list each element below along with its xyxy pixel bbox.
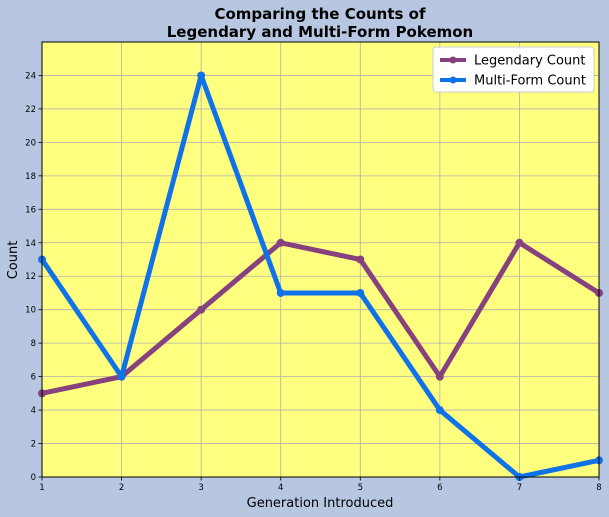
series-layer: [38, 71, 603, 481]
y-tick-label: 14: [25, 239, 36, 249]
plot-area: [42, 42, 599, 477]
grid: [41, 42, 600, 478]
data-point-legendary: [197, 305, 206, 314]
x-tick-label: 1: [39, 483, 44, 493]
y-tick-label: 16: [25, 205, 36, 215]
x-tick-label: 7: [517, 483, 522, 493]
y-tick-label: 20: [25, 138, 36, 148]
y-tick-label: 0: [31, 473, 36, 483]
data-point-multiform: [356, 288, 365, 297]
x-tick-label: 8: [596, 483, 601, 493]
data-point-legendary: [435, 372, 444, 381]
chart-title-line1: Comparing the Counts of: [214, 5, 426, 23]
legend-marker-multiform: [449, 76, 457, 84]
y-axis-label: Count: [6, 241, 21, 280]
legend-marker-legendary: [449, 56, 457, 64]
y-tick-label: 2: [31, 440, 36, 450]
legend-label-multiform: Multi-Form Count: [474, 74, 586, 89]
legend: Legendary Count Multi-Form Count: [432, 46, 595, 93]
series-line-legendary: [41, 240, 601, 396]
data-point-multiform: [435, 406, 444, 415]
y-tick-label: 12: [25, 272, 36, 282]
chart-title-line2: Legendary and Multi-Form Pokemon: [167, 23, 473, 41]
y-tick-label: 8: [31, 339, 36, 349]
data-point-multiform: [117, 372, 126, 381]
legend-label-legendary: Legendary Count: [474, 54, 586, 69]
data-point-multiform: [197, 71, 206, 80]
data-point-legendary: [515, 238, 524, 247]
y-tick-label: 10: [25, 306, 36, 316]
data-point-multiform: [276, 288, 285, 297]
y-tick-label: 24: [25, 71, 36, 81]
plot-frame: [41, 41, 600, 478]
legend-box: [432, 46, 595, 93]
x-tick-label: 3: [198, 483, 203, 493]
data-point-legendary: [276, 238, 285, 247]
x-axis-label: Generation Introduced: [247, 496, 394, 511]
series-line-multiform: [39, 72, 600, 480]
x-tick-label: 4: [278, 483, 283, 493]
y-tick-label: 18: [25, 172, 36, 182]
data-point-legendary: [356, 255, 365, 264]
x-tick-label: 5: [358, 483, 363, 493]
x-tick-label: 6: [437, 483, 442, 493]
y-tick-label: 22: [25, 105, 36, 115]
y-tick-label: 6: [31, 373, 36, 383]
x-tick-label: 2: [119, 483, 124, 493]
y-tick-label: 4: [31, 406, 36, 416]
